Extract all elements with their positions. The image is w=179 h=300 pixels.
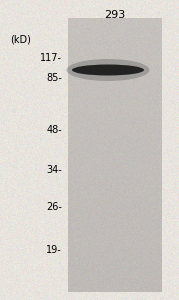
- Text: 293: 293: [104, 10, 126, 20]
- Text: (kD): (kD): [10, 35, 31, 45]
- Ellipse shape: [67, 59, 149, 81]
- Text: 34-: 34-: [46, 165, 62, 175]
- Ellipse shape: [72, 64, 144, 76]
- Text: 117-: 117-: [40, 53, 62, 63]
- Text: 26-: 26-: [46, 202, 62, 212]
- Text: 85-: 85-: [46, 73, 62, 83]
- Text: 19-: 19-: [46, 245, 62, 255]
- Text: 48-: 48-: [46, 125, 62, 135]
